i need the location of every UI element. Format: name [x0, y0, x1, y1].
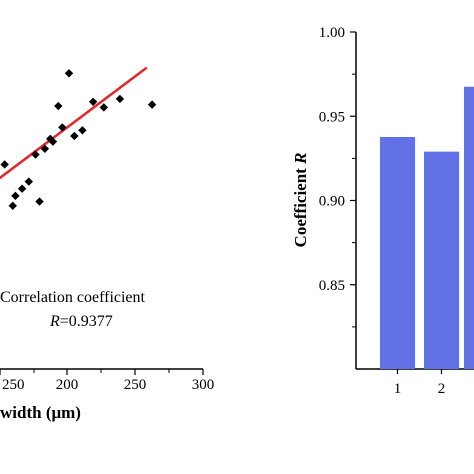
bar-x-ticks: 123: [394, 369, 446, 397]
scatter-x-tick-label: 250: [2, 377, 25, 393]
scatter-point: [88, 97, 98, 106]
fit-line: [0, 66, 148, 180]
scatter-panel: 250 200 250 300 Correlation coefficient R=0…: [0, 66, 214, 422]
scatter-point: [8, 201, 17, 210]
scatter-point: [24, 177, 33, 186]
scatter-point: [70, 131, 79, 141]
scatter-x-ticks: 250 200 250 300: [0, 369, 214, 393]
scatter-point: [35, 197, 44, 206]
bar-y-tick-label: 1.00: [319, 25, 345, 41]
scatter-x-tick-label: 300: [192, 377, 215, 393]
scatter-point: [40, 144, 50, 153]
scatter-points: [0, 69, 157, 210]
scatter-point: [0, 160, 9, 169]
scatter-point: [99, 103, 109, 112]
bar-y-axis-label: Coefficient R: [291, 153, 310, 248]
scatter-point: [11, 191, 20, 201]
bar: [424, 151, 459, 369]
bar-y-tick-label: 0.95: [319, 109, 345, 125]
bar-y-axis-label-var: R: [291, 153, 310, 165]
bar-x-tick-label: 1: [394, 381, 402, 397]
scatter-point: [48, 137, 58, 146]
scatter-point: [17, 184, 27, 193]
annotation-r-symbol: R: [49, 313, 60, 330]
bar: [464, 86, 474, 369]
scatter-point: [78, 126, 87, 135]
bar: [380, 136, 415, 369]
bar-y-tick-label: 0.85: [319, 278, 345, 294]
scatter-fit-layer: [0, 66, 148, 180]
scatter-x-axis-label: width (μm): [0, 403, 81, 422]
bar-y-tick-label: 0.90: [319, 194, 345, 210]
scatter-point: [54, 101, 63, 111]
bar-panel: 1.000.950.900.85 123 Coefficient R: [291, 25, 474, 397]
scatter-point: [64, 69, 74, 78]
scatter-point: [58, 123, 67, 132]
scatter-point: [115, 94, 125, 104]
annotation-r-value: =0.9377: [60, 313, 113, 330]
bar-y-axis-label-text: Coefficient: [291, 164, 310, 248]
bar-bars: [380, 86, 474, 369]
scatter-point: [31, 150, 40, 159]
scatter-point: [147, 100, 157, 109]
bar-y-ticks: 1.00 0.95 0.90 0.85: [319, 25, 356, 328]
bar-x-tick-label: 2: [438, 381, 446, 397]
scatter-x-tick-label: 250: [124, 377, 147, 393]
scatter-x-tick-label: 200: [56, 377, 79, 393]
annotation-line1: Correlation coefficient: [0, 289, 146, 306]
annotation-line2: R=0.9377: [49, 313, 113, 330]
